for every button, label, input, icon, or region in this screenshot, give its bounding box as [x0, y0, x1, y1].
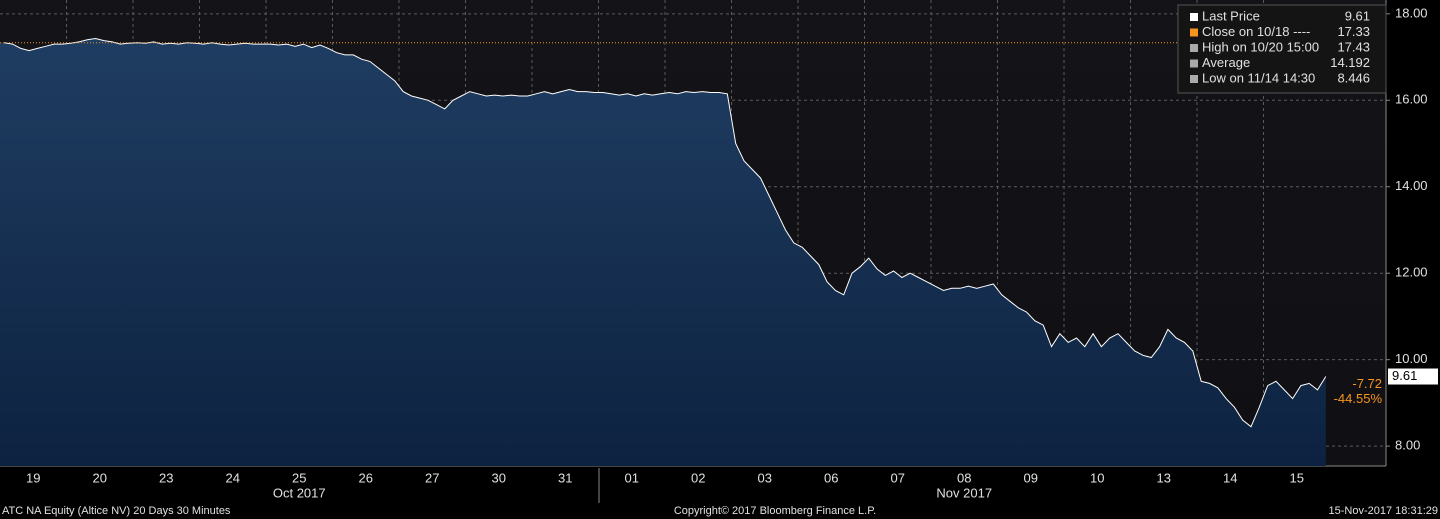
x-tick-label: 13 — [1157, 470, 1171, 485]
annotation: -7.72 — [1352, 376, 1382, 391]
x-tick-label: 23 — [159, 470, 173, 485]
price-line — [4, 37, 1327, 428]
legend-label: Last Price — [1202, 8, 1260, 23]
footer-center: Copyright© 2017 Bloomberg Finance L.P. — [674, 505, 876, 517]
x-tick-label: 09 — [1024, 470, 1038, 485]
footer-right: 15-Nov-2017 18:31:29 — [1329, 505, 1438, 517]
x-tick-label: 15 — [1290, 470, 1304, 485]
month-label: Oct 2017 — [273, 485, 326, 500]
x-tick-label: 03 — [758, 470, 772, 485]
x-tick-label: 10 — [1090, 470, 1104, 485]
x-tick-label: 02 — [691, 470, 705, 485]
legend-value: 14.192 — [1330, 55, 1370, 70]
y-tick-label: 16.00 — [1395, 92, 1428, 107]
x-tick-label: 25 — [292, 470, 306, 485]
x-tick-label: 08 — [957, 470, 971, 485]
legend-value: 9.61 — [1345, 8, 1370, 23]
y-tick-label: 18.00 — [1395, 5, 1428, 20]
x-tick-label: 24 — [226, 470, 240, 485]
annotation: -44.55% — [1334, 391, 1383, 406]
legend-swatch — [1190, 59, 1198, 68]
price-area — [0, 38, 1326, 466]
x-tick-label: 20 — [93, 470, 107, 485]
x-tick-label: 19 — [26, 470, 40, 485]
x-tick-label: 14 — [1223, 470, 1237, 485]
legend-label: Average — [1202, 55, 1250, 70]
legend-swatch — [1190, 13, 1198, 21]
footer-left: ATC NA Equity (Altice NV) 20 Days 30 Min… — [2, 505, 231, 517]
x-tick-label: 26 — [359, 470, 373, 485]
x-tick-label: 27 — [425, 470, 439, 485]
y-tick-label: 10.00 — [1395, 351, 1428, 366]
x-tick-label: 01 — [625, 470, 639, 485]
legend-value: 17.33 — [1337, 24, 1370, 39]
legend-box — [1177, 4, 1387, 94]
axis-background — [1386, 0, 1440, 487]
y-tick-label: 14.00 — [1395, 178, 1428, 193]
y-tick-label: 12.00 — [1395, 265, 1428, 280]
x-tick-label: 31 — [558, 470, 572, 485]
legend-label: Low on 11/14 14:30 — [1202, 70, 1315, 85]
legend-swatch — [1190, 44, 1198, 52]
x-tick-label: 07 — [891, 470, 905, 485]
legend-label: Close on 10/18 ---- — [1202, 24, 1310, 39]
legend-label: High on 10/20 15:00 — [1202, 39, 1319, 54]
legend-swatch — [1190, 75, 1198, 83]
month-label: Nov 2017 — [936, 485, 992, 500]
legend-swatch — [1190, 28, 1198, 37]
last-price-box — [1388, 368, 1438, 385]
legend-value: 8.446 — [1337, 70, 1370, 85]
x-tick-label: 30 — [492, 470, 506, 485]
legend-value: 17.43 — [1337, 39, 1370, 54]
x-tick-label: 06 — [824, 470, 838, 485]
last-price-label: 9.61 — [1392, 368, 1417, 383]
y-tick-label: 8.00 — [1395, 438, 1420, 453]
